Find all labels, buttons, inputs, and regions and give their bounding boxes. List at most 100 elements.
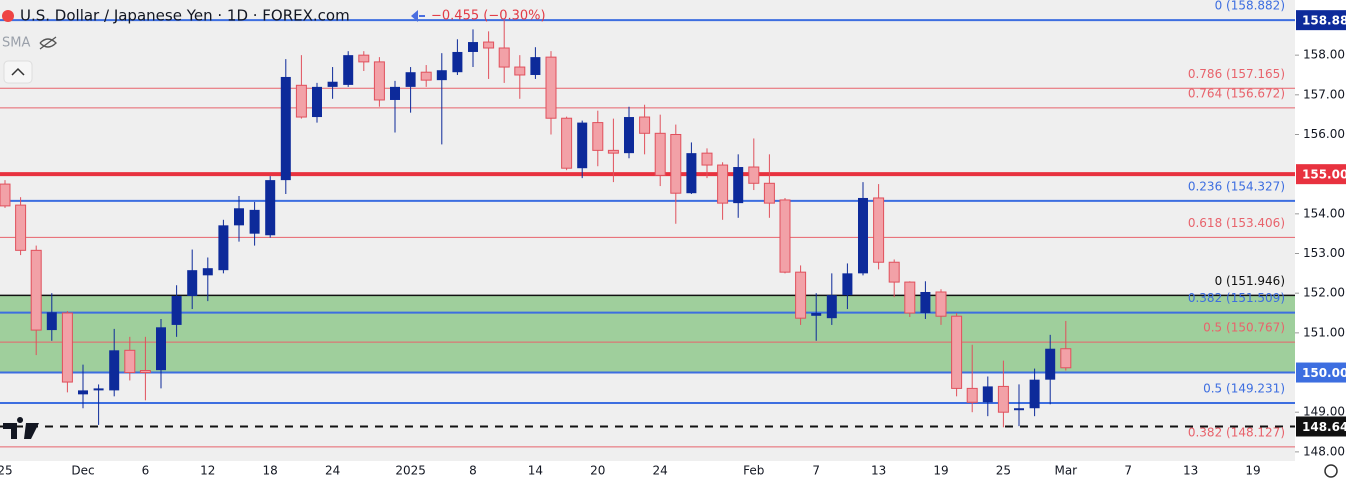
level-label: 0.764 (156.672) (1188, 86, 1285, 100)
x-tick-label: 13 (1183, 464, 1198, 478)
candle-body (405, 72, 416, 87)
candle-body (873, 197, 885, 263)
candle-body (966, 387, 978, 403)
y-tick-label: 153.00 (1303, 246, 1345, 260)
candle-body (842, 273, 853, 296)
candle-body (1045, 348, 1056, 380)
price-box-label: 148.64 (1302, 420, 1346, 434)
settings-button[interactable] (1324, 464, 1338, 478)
candle-body (607, 149, 619, 154)
candle-body (234, 208, 244, 226)
candle-body (733, 167, 744, 204)
y-tick-label: 152.00 (1303, 286, 1345, 300)
candle-body (763, 182, 775, 204)
level-label: 0 (151.946) (1215, 274, 1285, 288)
x-tick-label: 12 (200, 464, 215, 478)
x-tick-label: Mar (1054, 464, 1077, 478)
candle-body (654, 132, 666, 176)
candle-body (187, 270, 198, 296)
logo[interactable] (3, 417, 39, 439)
candle-body (592, 122, 604, 151)
y-tick-label: 151.00 (1303, 325, 1345, 339)
candle-body (904, 281, 916, 314)
candle-body (545, 56, 557, 119)
x-tick-label: 25 (0, 464, 13, 478)
candle-body (1029, 379, 1040, 409)
x-tick-label: 19 (1245, 464, 1260, 478)
zone (0, 295, 1295, 373)
candle-body (202, 268, 213, 276)
candle-body (280, 76, 291, 181)
candle-body (420, 71, 432, 81)
candle-body (701, 152, 713, 166)
indicator-label[interactable]: SMA (2, 36, 30, 51)
price-box-label: 150.00 (1302, 366, 1346, 380)
time-axis-background (0, 461, 1295, 481)
candle-body (498, 47, 510, 68)
x-tick-label: 14 (528, 464, 543, 478)
candle-body (826, 295, 837, 319)
candle-body (717, 164, 729, 204)
level-label: 0.5 (149.231) (1203, 382, 1285, 396)
y-tick-label: 148.00 (1303, 444, 1345, 458)
candle-body (15, 204, 27, 251)
candle-body (358, 54, 370, 63)
x-tick-label: 7 (1124, 464, 1132, 478)
candle-body (748, 166, 760, 184)
candle-body (982, 386, 993, 403)
visibility-toggle[interactable] (39, 36, 57, 50)
candle-body (265, 180, 276, 236)
candle-body (935, 291, 947, 317)
price-box (1296, 416, 1346, 437)
candle-body (920, 291, 931, 314)
y-tick-label: 154.00 (1303, 206, 1345, 220)
candle-body (1014, 408, 1024, 411)
candle-body (327, 81, 338, 87)
candle-body (109, 350, 120, 391)
x-tick-label: Feb (743, 464, 764, 478)
candle-body (46, 312, 57, 331)
candle-body (514, 66, 526, 76)
price-box (1296, 362, 1346, 383)
candle-body (30, 249, 42, 331)
candle-body (249, 209, 260, 234)
x-tick-label: 25 (996, 464, 1011, 478)
candle-body (577, 122, 588, 169)
symbol-icon[interactable] (2, 10, 14, 22)
candle-body (124, 349, 136, 374)
x-tick-label: 24 (653, 464, 668, 478)
candle-body (218, 225, 229, 271)
x-tick-label: 2025 (395, 464, 426, 478)
candle-body (483, 41, 495, 49)
level-label: 0 (158.882) (1215, 0, 1285, 13)
candle-body (343, 55, 354, 85)
x-tick-label: 18 (263, 464, 278, 478)
candle-body (156, 327, 166, 371)
candle-body (312, 86, 322, 118)
candle-body (561, 117, 573, 169)
candle-body (61, 312, 73, 383)
price-axis-background (1295, 0, 1346, 481)
level-label: 0.382 (151.509) (1188, 291, 1285, 305)
x-tick-label: 19 (933, 464, 948, 478)
candle-body (670, 133, 682, 194)
chart-title: U.S. Dollar / Japanese Yen · 1D · FOREX.… (20, 7, 350, 25)
price-box-label: 155.00 (1302, 168, 1346, 182)
candle-body (295, 84, 307, 118)
y-tick-label: 156.00 (1303, 127, 1345, 141)
collapse-button[interactable] (3, 60, 33, 84)
level-label: 0.618 (153.406) (1188, 216, 1285, 230)
candle-body (639, 116, 651, 134)
candle-body (997, 385, 1009, 413)
candle-body (858, 197, 868, 274)
level-label: 0.786 (157.165) (1188, 67, 1285, 81)
candle-body (373, 61, 385, 101)
candle-body (888, 261, 900, 283)
candle-body (171, 295, 182, 325)
plot-background (0, 0, 1295, 461)
x-tick-label: 24 (325, 464, 340, 478)
candle-body (93, 388, 104, 391)
x-tick-label: 8 (469, 464, 477, 478)
x-tick-label: 13 (871, 464, 886, 478)
